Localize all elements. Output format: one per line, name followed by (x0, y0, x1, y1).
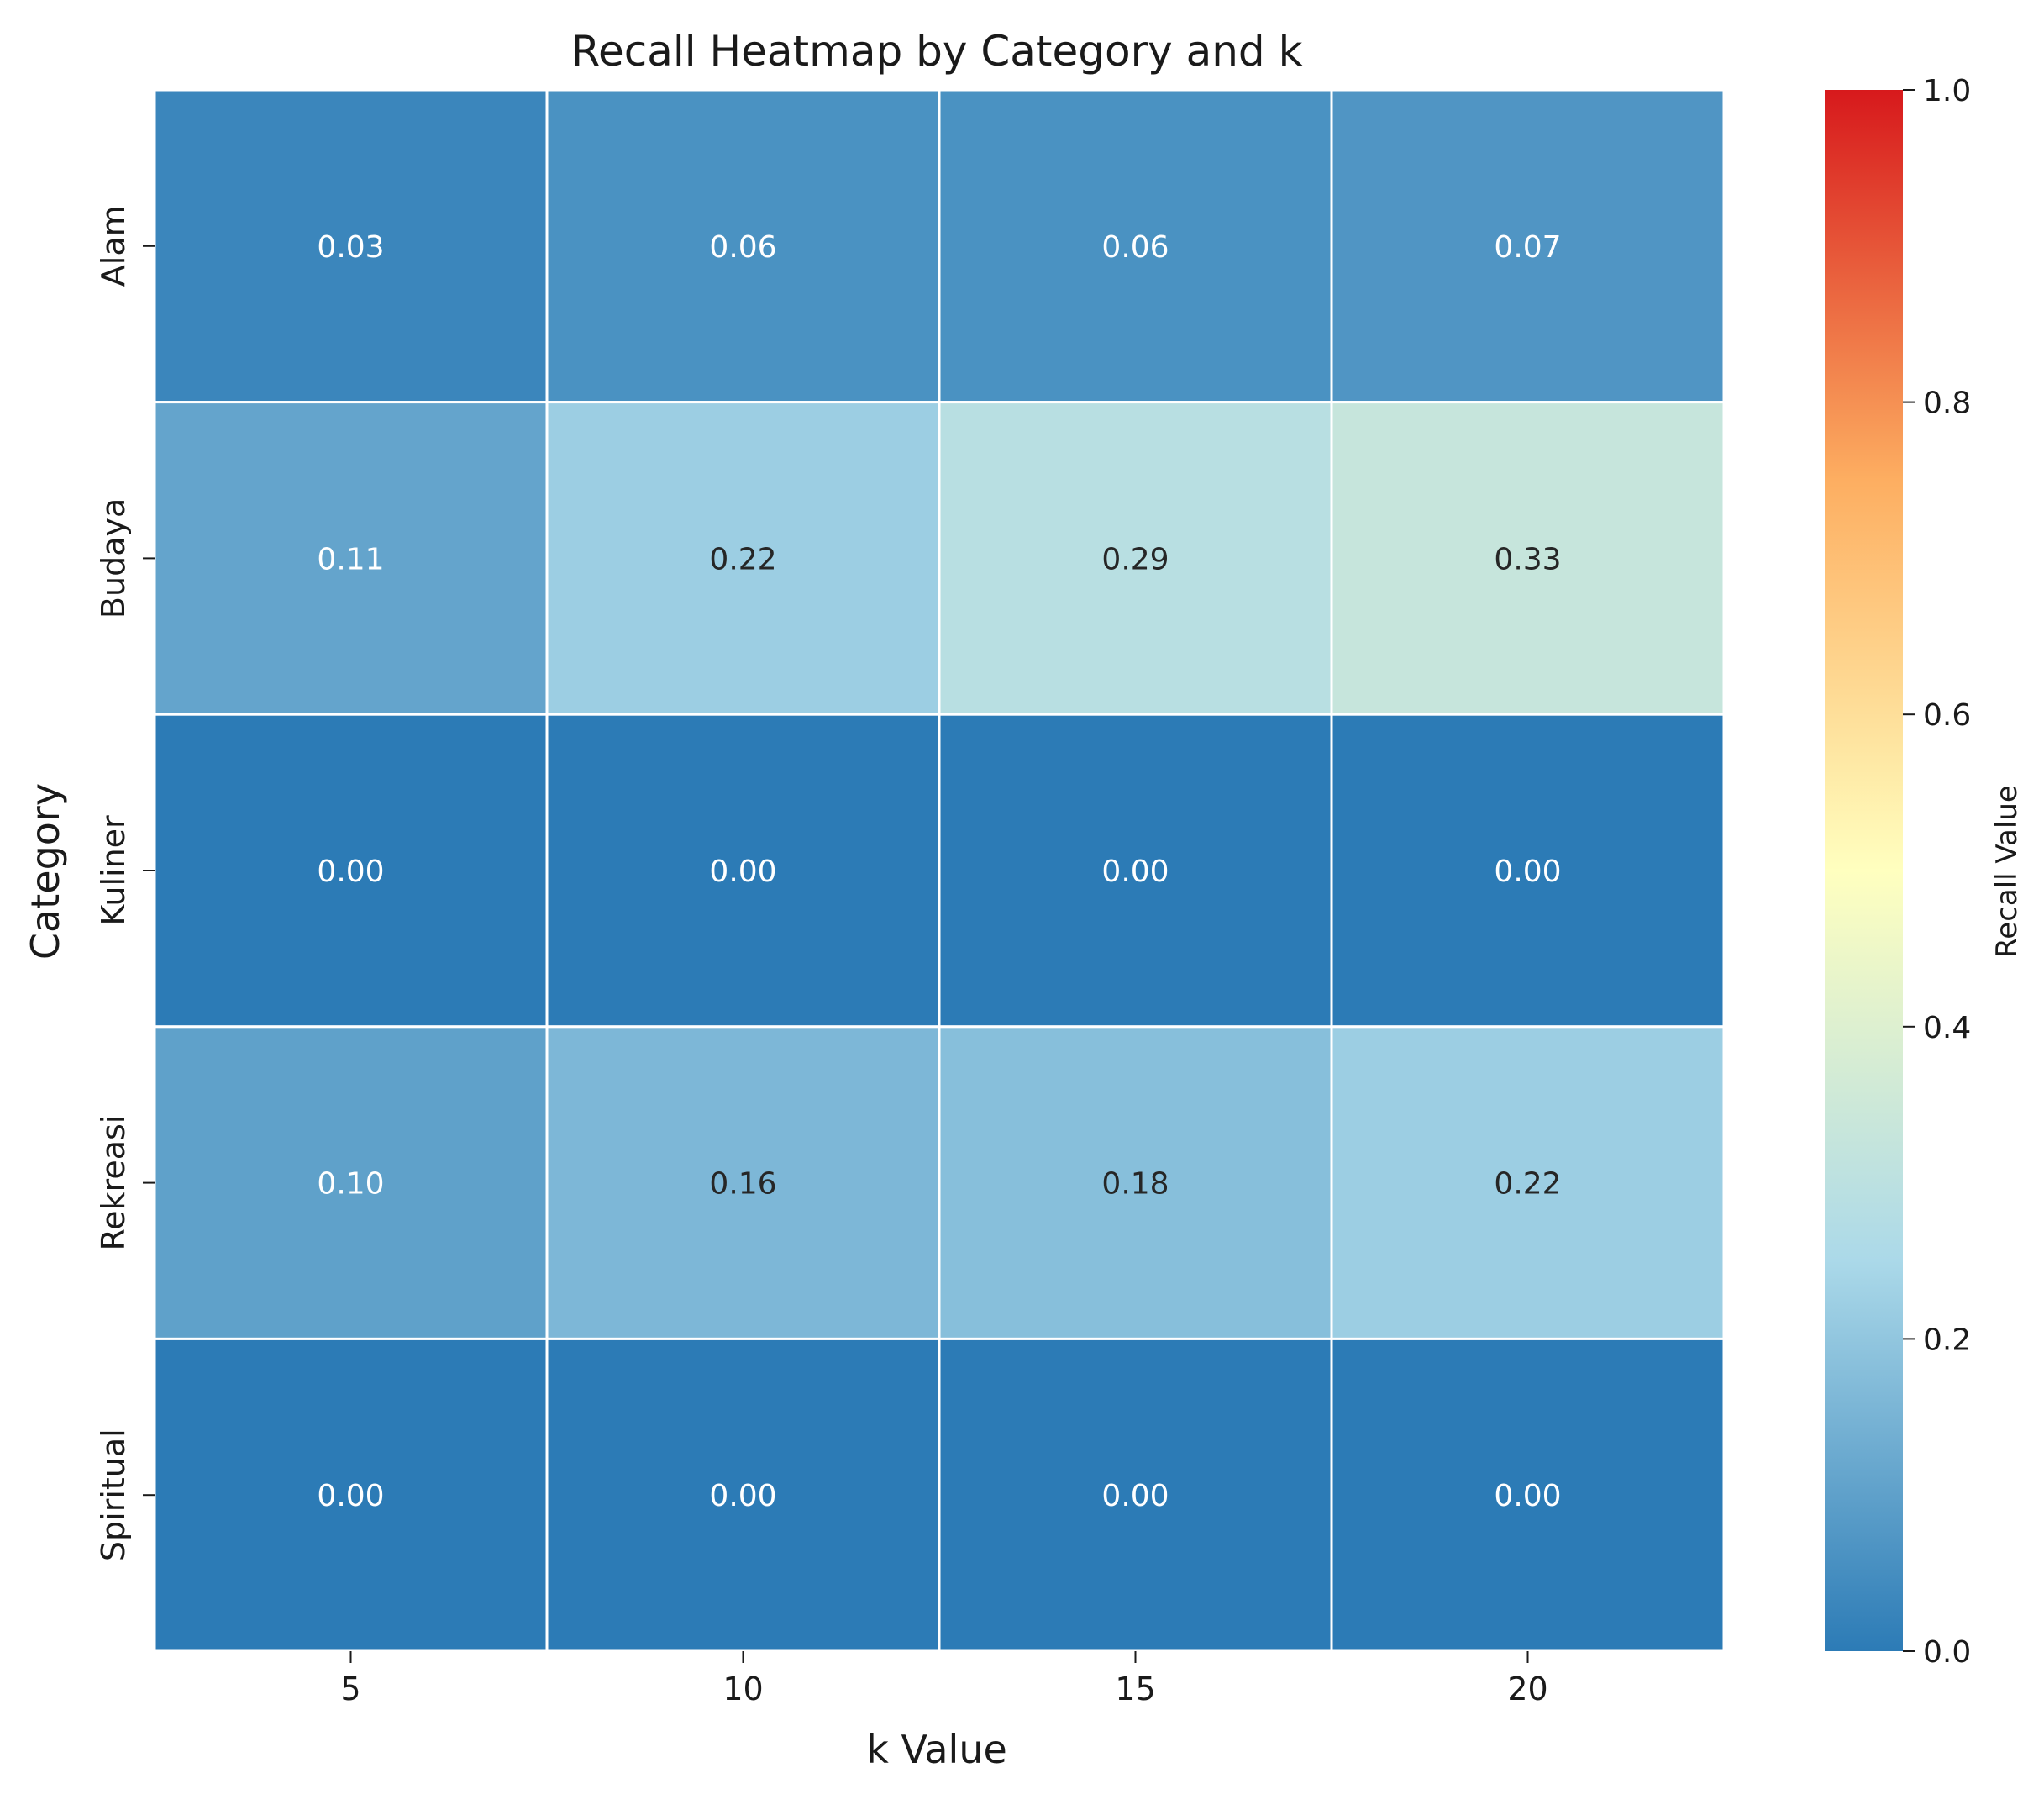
cell-value-label: 0.06 (1101, 230, 1169, 265)
heatmap-cell (938, 88, 1333, 404)
cell-value-label: 0.00 (317, 855, 384, 889)
colorbar-tick-label: 0.4 (1923, 1011, 1971, 1045)
y-axis-label: Category (23, 783, 68, 960)
cell-value-label: 0.00 (1494, 1479, 1561, 1513)
y-tick-label: Spiritual (95, 1428, 132, 1561)
heatmap-cell (545, 401, 941, 716)
heatmap-cell (545, 713, 941, 1029)
colorbar-tick-label: 0.2 (1923, 1323, 1971, 1357)
chart-title: Recall Heatmap by Category and k (570, 27, 1302, 76)
x-tick-label: 15 (1115, 1670, 1155, 1707)
x-tick-label: 20 (1507, 1670, 1547, 1707)
cell-value-label: 0.18 (1101, 1167, 1169, 1202)
cell-value-label: 0.00 (317, 1479, 384, 1513)
cell-value-label: 0.06 (709, 230, 776, 265)
cell-value-label: 0.22 (1494, 1167, 1561, 1202)
cell-value-label: 0.33 (1494, 542, 1561, 576)
y-axis: Alam Budaya Kuliner Rekreasi Spiritual (95, 205, 155, 1561)
heatmap-cell (1330, 1025, 1726, 1340)
colorbar: 0.0 0.2 0.4 0.6 0.8 1.0 (1825, 74, 1971, 1670)
colorbar-tick-label: 0.6 (1923, 698, 1971, 733)
heatmap-cell (545, 1337, 941, 1653)
x-axis-label: k Value (866, 1727, 1007, 1772)
cell-value-label: 0.03 (317, 230, 384, 265)
heatmap-cell (153, 88, 549, 404)
heatmap-cell (938, 1337, 1333, 1653)
heatmap-cell (153, 1337, 549, 1653)
heatmap-cell (1330, 1337, 1726, 1653)
heatmap-cell (153, 1025, 549, 1340)
y-tick-label: Kuliner (95, 815, 132, 926)
y-tick-label: Rekreasi (95, 1115, 132, 1251)
heatmap-cell-labels: 0.03 0.06 0.06 0.07 0.11 0.22 0.29 0.33 0.00 0.00… (317, 230, 1561, 1513)
cell-value-label: 0.29 (1101, 542, 1169, 576)
heatmap-cell (153, 401, 549, 716)
heatmap-cell (545, 1025, 941, 1340)
cell-value-label: 0.10 (317, 1167, 384, 1202)
x-tick-label: 10 (722, 1670, 763, 1707)
colorbar-tick-label: 1.0 (1923, 74, 1971, 108)
colorbar-tick-label: 0.0 (1923, 1635, 1971, 1670)
y-tick-label: Alam (95, 205, 132, 287)
colorbar-label: Recall Value (1990, 785, 2024, 958)
cell-value-label: 0.00 (1101, 1479, 1169, 1513)
x-axis: 5 10 15 20 (340, 1651, 1548, 1707)
cell-value-label: 0.00 (1101, 855, 1169, 889)
heatmap-cell (1330, 88, 1726, 404)
heatmap-cells (153, 88, 1726, 1653)
cell-value-label: 0.22 (709, 542, 776, 576)
heatmap-cell (938, 1025, 1333, 1340)
colorbar-gradient (1825, 90, 1903, 1651)
cell-value-label: 0.00 (709, 855, 776, 889)
cell-value-label: 0.00 (1494, 855, 1561, 889)
x-tick-label: 5 (340, 1670, 360, 1707)
heatmap-cell (1330, 401, 1726, 716)
heatmap-cell (545, 88, 941, 404)
y-tick-label: Budaya (95, 498, 132, 618)
heatmap-cell (1330, 713, 1726, 1029)
colorbar-tick-label: 0.8 (1923, 387, 1971, 421)
cell-value-label: 0.11 (317, 542, 384, 576)
cell-value-label: 0.00 (709, 1479, 776, 1513)
cell-value-label: 0.16 (709, 1167, 776, 1202)
cell-value-label: 0.07 (1494, 230, 1561, 265)
